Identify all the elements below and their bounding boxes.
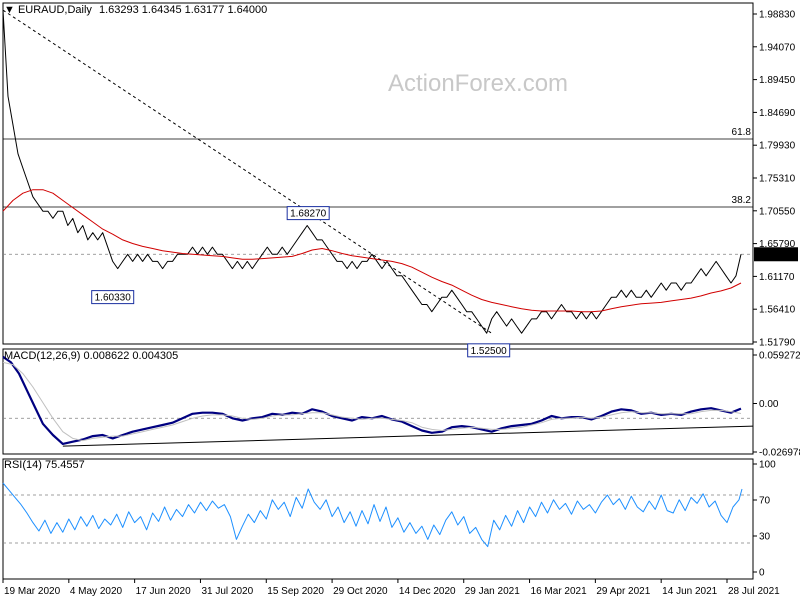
macd-label: MACD(12,26,9) 0.008622 0.004305 [4, 350, 179, 362]
rsi-pane-y-tick-label: 100 [759, 460, 776, 471]
x-tick-label: 31 Jul 2020 [201, 586, 253, 597]
price-pane-y-tick-label: 1.51790 [759, 338, 796, 349]
price-pane-y-tick-label: 1.79930 [759, 141, 796, 152]
fib-level-label: 61.8 [732, 127, 752, 138]
price-pane-y-tick-label: 1.84690 [759, 108, 796, 119]
annotation-label: 1.68270 [290, 209, 327, 220]
macd-signal-line [2, 361, 742, 442]
annotation-label: 1.52500 [471, 346, 508, 357]
chart-header: ▼ EURAUD,Daily 1.63293 1.64345 1.63177 1… [4, 4, 267, 16]
rsi-line [2, 482, 743, 548]
annotation-label: 1.60330 [95, 293, 132, 304]
price-annotation: 1.60330 [91, 290, 135, 305]
x-tick-label: 4 May 2020 [70, 586, 123, 597]
rsi-label: RSI(14) 75.4557 [4, 459, 85, 471]
price-pane-y-tick-label: 1.89450 [759, 75, 796, 86]
rsi-pane-y-tick-label: 30 [759, 532, 771, 543]
price-pane-y-tick-label: 1.98830 [759, 10, 796, 21]
price-pane-y-tick-label: 1.56410 [759, 305, 796, 316]
ohlc-values: 1.63293 1.64345 1.63177 1.64000 [98, 4, 268, 16]
price-pane-y-tick-label: 1.70550 [759, 206, 796, 217]
x-tick-label: 28 Jul 2021 [728, 586, 780, 597]
macd-pane-y-tick-label: 0.00 [759, 399, 779, 410]
rsi-pane-y-tick-label: 70 [759, 496, 771, 507]
price-line [2, 10, 742, 334]
x-tick-label: 16 Mar 2021 [531, 586, 588, 597]
price-pane-frame [2, 2, 754, 345]
x-tick-label: 19 Mar 2020 [4, 586, 61, 597]
annotation-box [91, 290, 135, 305]
price-pane-y-tick-label: 1.75310 [759, 174, 796, 185]
x-tick-label: 17 Jun 2020 [136, 586, 191, 597]
rsi-pane-y-tick-label: 0 [759, 568, 765, 579]
price-annotation: 1.68270 [286, 206, 330, 221]
symbol-label: EURAUD,Daily [17, 4, 92, 16]
x-tick-label: 29 Oct 2020 [333, 586, 388, 597]
macd-pane-frame [2, 348, 754, 455]
price-annotation: 1.52500 [467, 343, 511, 358]
watermark-text: ActionForex.com [388, 70, 568, 97]
last-price-label: 1.64000 [757, 250, 794, 261]
rsi-pane-frame [2, 458, 754, 580]
macd-pane-y-tick-label: 0.059272 [759, 351, 800, 362]
price-pane-y-tick-label: 1.61170 [759, 272, 795, 283]
x-tick-label: 14 Jun 2021 [662, 586, 717, 597]
moving-average-line [2, 189, 742, 313]
price-pane-y-tick-label: 1.65790 [759, 239, 796, 250]
x-tick-label: 29 Apr 2021 [596, 586, 650, 597]
annotation-box [286, 206, 330, 221]
fib-level-label: 38.2 [732, 195, 752, 206]
x-tick-label: 14 Dec 2020 [399, 586, 456, 597]
price-pane-trendline [2, 9, 492, 334]
price-pane-y-tick-label: 1.94070 [759, 42, 796, 53]
annotation-box [467, 343, 511, 358]
last-price-tag [754, 247, 798, 262]
x-tick-label: 29 Jan 2021 [465, 586, 520, 597]
x-tick-label: 15 Sep 2020 [267, 586, 324, 597]
macd-pane-y-tick-label: -0.026978 [759, 448, 800, 459]
collapse-arrow-icon[interactable]: ▼ [4, 4, 15, 16]
macd-pane-trendline [62, 425, 754, 447]
macd-line [2, 355, 742, 445]
